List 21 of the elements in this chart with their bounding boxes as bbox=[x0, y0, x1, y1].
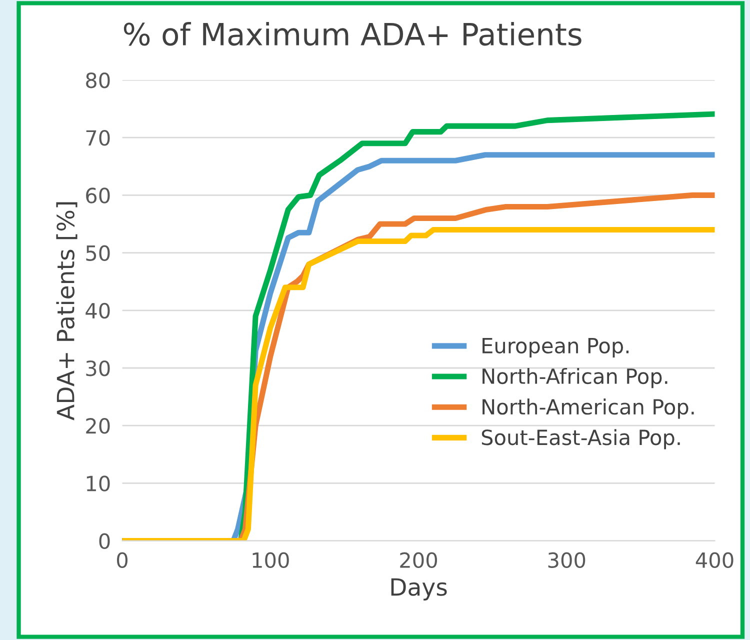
x-tick-label: 0 bbox=[116, 552, 128, 568]
x-tick-label: 300 bbox=[548, 552, 586, 568]
x-tick-label: 400 bbox=[696, 552, 734, 568]
y-tick-label: 60 bbox=[86, 188, 110, 204]
legend-label: North-American Pop. bbox=[482, 398, 694, 419]
y-tick-label: 50 bbox=[86, 245, 110, 262]
y-tick-label: 80 bbox=[86, 72, 110, 88]
x-tick-label: 100 bbox=[252, 552, 289, 568]
y-tick-label: 10 bbox=[86, 476, 110, 492]
y-tick-label: 0 bbox=[99, 533, 110, 550]
y-tick-label: 20 bbox=[86, 418, 110, 434]
legend-label: European Pop. bbox=[482, 338, 629, 358]
y-tick-label: 30 bbox=[86, 360, 110, 376]
legend-label: Sout-East-Asia Pop. bbox=[482, 429, 680, 450]
x-tick-label: 200 bbox=[400, 552, 437, 568]
x-axis-title: Days bbox=[391, 578, 447, 600]
legend-label: North-African Pop. bbox=[482, 368, 668, 388]
chart-title: % of Maximum ADA+ Patients bbox=[124, 22, 582, 46]
y-axis-title: ADA+ Patients [%] bbox=[56, 202, 78, 420]
y-tick-label: 40 bbox=[86, 302, 110, 319]
y-tick-label: 70 bbox=[86, 130, 110, 146]
